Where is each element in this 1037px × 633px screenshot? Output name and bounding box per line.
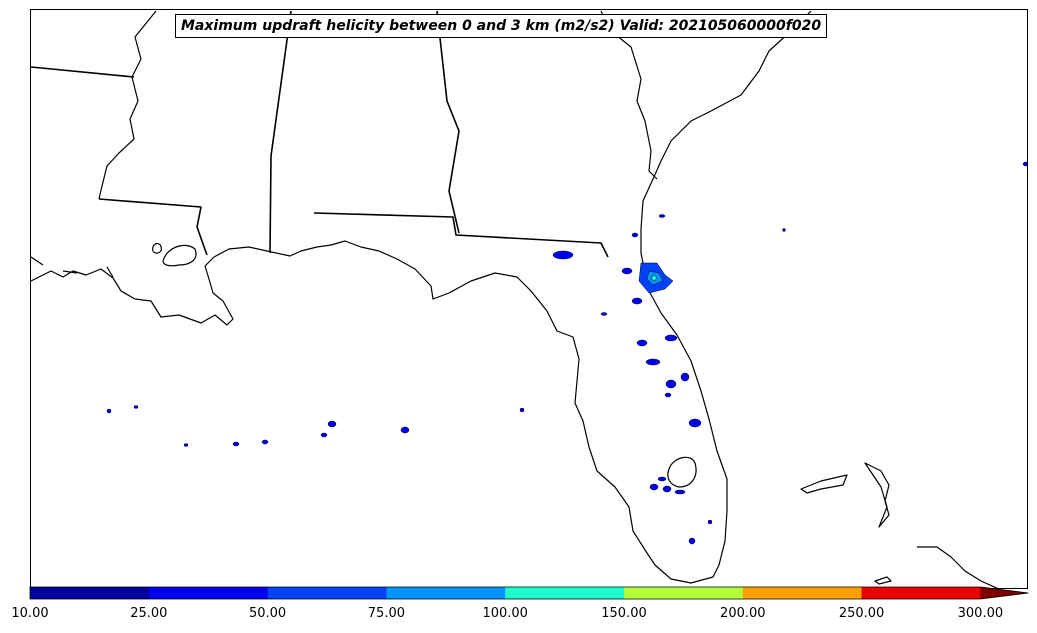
helicity-cell [327,420,337,428]
cuba-coast [917,546,999,588]
helicity-cell [707,519,713,525]
colorbar-outline [29,586,1029,600]
colorbar-segment [267,587,387,599]
border-ms-al [269,10,292,254]
helicity-cell [400,426,410,434]
colorbar-tick-label: 250.00 [838,606,885,621]
helicity-cell [636,339,648,347]
colorbar-tick-label: 150.00 [601,606,647,621]
colorbar-tick-label: 10.00 [11,606,49,621]
colorbar-segment [30,587,150,599]
border-al-ga [436,10,460,234]
helicity-cell [631,297,643,305]
colorbar-segment [148,587,269,599]
helicity-cell [650,274,658,282]
helicity-cell [664,334,678,342]
helicity-cell [552,250,574,260]
helicity-cell [133,405,139,409]
lake-okeechobee [667,456,697,488]
map-title: Maximum updraft helicity between 0 and 3… [175,14,828,38]
coastline [31,10,812,584]
colorbar-segment [505,587,625,599]
bahamas-small [874,576,892,585]
border-la-ms [98,198,208,256]
helicity-cell [621,267,633,275]
bahamas-andros [800,474,848,494]
helicity-cell [688,418,702,428]
colorbar-segment [624,587,744,599]
colorbar [29,586,1029,600]
border-ar-la [31,66,135,78]
helicity-cell [183,443,189,447]
helicity-cell [1022,161,1027,167]
islands-gulf-la [31,256,114,278]
helicity-cell [688,537,696,545]
colorbar-segment [386,587,506,599]
helicity-cell [657,476,667,482]
helicity-cell [106,408,112,414]
helicity-cell [631,232,639,238]
helicity-cell [680,372,690,382]
mississippi-river [98,10,157,200]
helicity-cell [649,483,659,491]
colorbar-tick-label: 25.00 [130,606,168,621]
map-canvas [31,10,1027,588]
colorbar-tick-label: 50.00 [248,606,287,621]
colorbar-tick-label: 200.00 [720,606,766,621]
colorbar-segment [742,587,863,599]
lake-pontchartrain [162,244,197,267]
colorbar-tick-label: 75.00 [367,606,405,621]
bahamas-eleuthera [864,462,890,528]
lake-small-1 [152,242,162,254]
helicity-cell [261,439,269,445]
helicity-cell [320,432,328,438]
colorbar-segment [861,587,981,599]
colorbar-extend-arrow [980,587,1029,599]
helicity-cell [519,407,525,413]
helicity-cell [665,379,677,389]
helicity-cell [232,441,240,447]
helicity-cell [645,358,661,366]
colorbar-tick-label: 100.00 [482,606,528,621]
colorbar-tick-label: 300.00 [957,606,1004,621]
helicity-cell [664,392,672,398]
helicity-cell [674,489,686,495]
helicity-blobs [106,161,1027,545]
border-al-fl [313,212,609,258]
helicity-cell [662,485,672,493]
helicity-cell [658,214,666,218]
map-frame [30,9,1028,589]
helicity-cell [782,228,786,232]
helicity-cell [600,312,608,316]
